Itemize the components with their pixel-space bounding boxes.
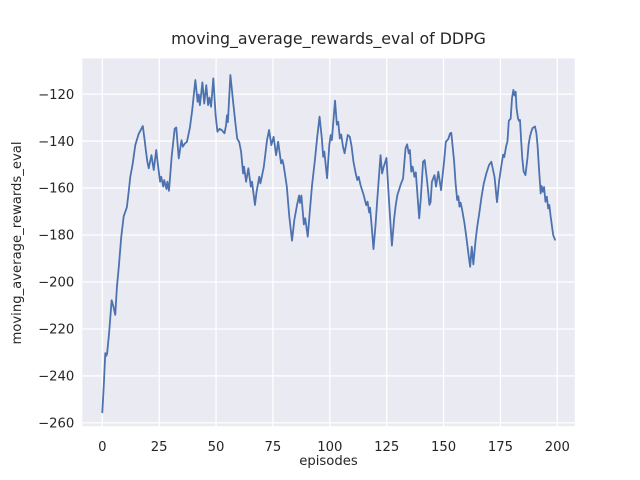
y-tick-label: −180 — [38, 229, 74, 244]
x-tick-label: 200 — [545, 440, 570, 455]
x-tick-label: 50 — [208, 440, 225, 455]
plot-area — [82, 58, 575, 427]
x-tick-label: 75 — [265, 440, 282, 455]
x-axis-label: episodes — [299, 454, 358, 469]
y-axis-label: moving_average_rewards_eval — [10, 141, 25, 345]
x-tick-label: 100 — [317, 440, 342, 455]
chart-title: moving_average_rewards_eval of DDPG — [171, 29, 486, 48]
x-tick-label: 175 — [488, 440, 513, 455]
reward-line — [101, 74, 556, 414]
y-tick-label: −140 — [38, 135, 74, 150]
x-tick-label: 125 — [374, 440, 399, 455]
y-tick-label: −200 — [38, 276, 74, 291]
y-tick-label: −240 — [38, 370, 74, 385]
y-tick-label: −220 — [38, 323, 74, 338]
x-tick-label: 150 — [431, 440, 456, 455]
y-tick-label: −160 — [38, 182, 74, 197]
y-tick-label: −260 — [38, 417, 74, 432]
y-tick-label: −120 — [38, 88, 74, 103]
x-tick-label: 25 — [151, 440, 168, 455]
x-tick-label: 0 — [98, 440, 106, 455]
